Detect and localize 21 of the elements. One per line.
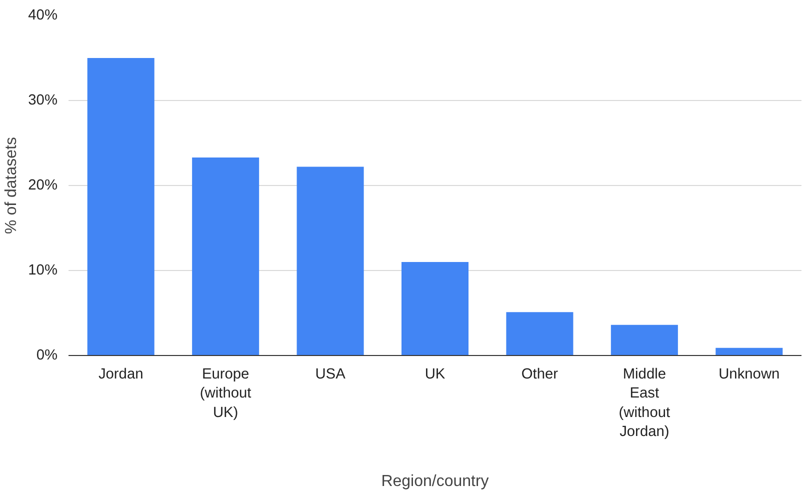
bar	[296, 166, 364, 356]
bar	[506, 312, 574, 356]
x-axis-title: Region/country	[381, 473, 489, 490]
y-tick-label: 10%	[28, 262, 58, 278]
x-tick-label: Middle East (without Jordan)	[618, 366, 670, 440]
y-tick-label: 20%	[28, 178, 58, 194]
x-tick-label: Europe (without UK)	[200, 366, 252, 421]
bar	[192, 157, 260, 356]
x-tick-label: Other	[521, 366, 558, 382]
x-tick-label: Jordan	[98, 366, 144, 382]
x-tick-label: Unknown	[718, 366, 780, 382]
y-tick-label: 30%	[28, 92, 58, 108]
bar	[401, 262, 469, 356]
y-tick-label: 40%	[28, 8, 58, 24]
x-tick-label: UK	[424, 366, 446, 382]
bar	[716, 348, 783, 356]
bar	[610, 324, 678, 356]
bar	[87, 58, 154, 356]
x-tick-label: USA	[315, 366, 346, 382]
y-tick-label: 0%	[36, 348, 58, 364]
y-axis-title: % of datasets	[3, 137, 20, 234]
